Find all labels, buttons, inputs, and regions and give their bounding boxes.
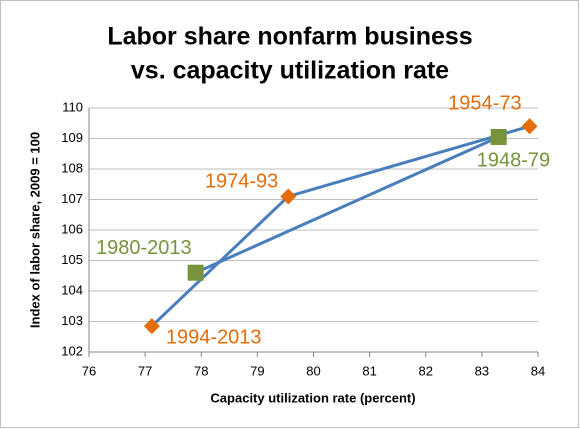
y-tick-label: 102 xyxy=(61,343,83,358)
y-tick-label: 106 xyxy=(61,221,83,236)
point-label: 1980-2013 xyxy=(96,237,192,259)
chart-title: Labor share nonfarm business xyxy=(107,23,472,51)
y-tick-label: 107 xyxy=(61,191,83,206)
marker xyxy=(521,118,538,135)
x-tick-label: 78 xyxy=(194,363,208,378)
point-label: 1974-93 xyxy=(205,171,278,193)
y-tick-label: 109 xyxy=(61,130,83,145)
chart-title: vs. capacity utilization rate xyxy=(131,57,449,85)
marker xyxy=(187,264,204,281)
marker xyxy=(280,188,297,205)
x-tick-label: 84 xyxy=(531,363,545,378)
y-axis-label: Index of labor share, 2009 = 100 xyxy=(27,132,42,328)
y-tick-label: 104 xyxy=(61,282,83,297)
x-tick-label: 77 xyxy=(138,363,152,378)
marker xyxy=(143,318,160,335)
x-tick-label: 82 xyxy=(419,363,433,378)
x-tick-label: 83 xyxy=(475,363,489,378)
x-axis-label: Capacity utilization rate (percent) xyxy=(210,390,415,405)
y-tick-label: 103 xyxy=(61,313,83,328)
series-line xyxy=(195,135,500,275)
point-label: 1954-73 xyxy=(448,93,521,115)
y-tick-label: 110 xyxy=(62,99,83,114)
marker xyxy=(490,128,507,145)
y-tick-label: 108 xyxy=(61,160,83,175)
x-tick-label: 81 xyxy=(362,363,376,378)
x-tick-label: 80 xyxy=(306,363,320,378)
point-label: 1948-79 xyxy=(477,149,550,171)
y-tick-label: 105 xyxy=(61,252,83,267)
x-tick-label: 79 xyxy=(250,363,264,378)
x-tick-label: 76 xyxy=(82,363,96,378)
point-label: 1994-2013 xyxy=(166,326,262,348)
